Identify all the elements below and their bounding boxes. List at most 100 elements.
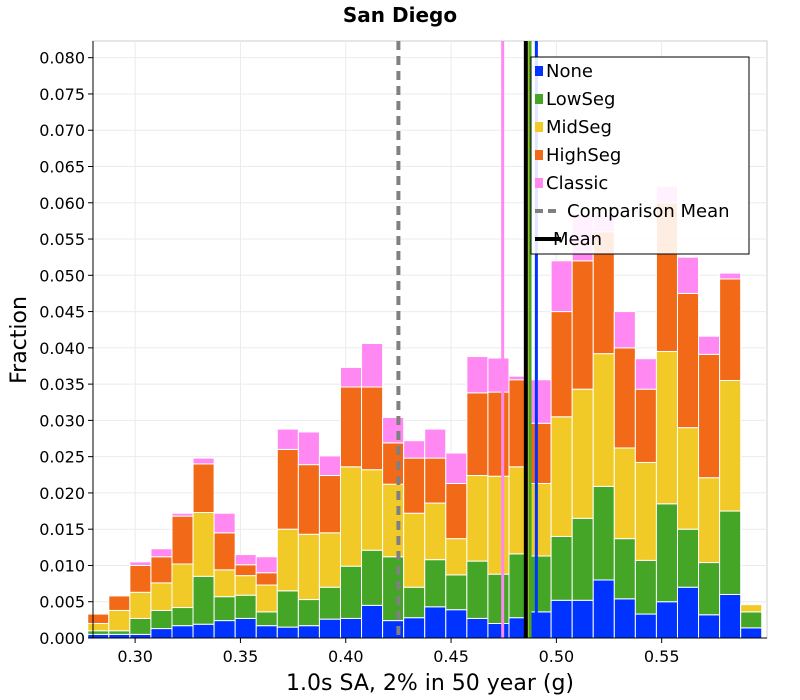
bar-midseg — [361, 469, 384, 551]
bar-midseg — [255, 584, 278, 613]
bar-midseg — [571, 388, 594, 519]
y-tick-label: 0.010 — [39, 556, 85, 575]
bar-none — [592, 579, 615, 639]
bar-midseg — [150, 582, 173, 611]
bar-none — [740, 627, 763, 639]
x-tick-label: 0.35 — [223, 647, 259, 666]
bar-classic — [487, 357, 510, 393]
bar-midseg — [276, 528, 299, 592]
bar-none — [445, 609, 468, 639]
legend-label-midseg: MidSeg — [546, 117, 612, 138]
bar-none — [150, 628, 173, 639]
bar-lowseg — [634, 559, 657, 615]
bar-none — [192, 623, 215, 639]
bar-midseg — [634, 461, 657, 561]
bar-classic — [192, 457, 215, 465]
bar-none — [129, 633, 152, 639]
bar-midseg — [487, 475, 510, 575]
bar-highseg — [171, 515, 194, 565]
bar-lowseg — [234, 594, 257, 619]
bar-none — [655, 601, 678, 639]
bar-classic — [382, 416, 405, 444]
chart-title: San Diego — [343, 3, 457, 27]
bar-midseg — [550, 416, 573, 537]
bar-classic — [719, 272, 742, 280]
y-tick-label: 0.000 — [39, 629, 85, 648]
y-tick-label: 0.065 — [39, 157, 85, 176]
y-tick-label: 0.055 — [39, 230, 85, 249]
bar-midseg — [87, 622, 110, 632]
bar-none — [613, 598, 636, 639]
bar-classic — [634, 358, 657, 390]
legend-swatch-classic — [535, 178, 543, 188]
bar-highseg — [276, 448, 299, 530]
bar-midseg — [213, 569, 236, 598]
bar-midseg — [466, 475, 489, 562]
bar-highseg — [129, 564, 152, 593]
x-axis-title: 1.0s SA, 2% in 50 year (g) — [286, 671, 574, 696]
bar-none — [634, 613, 657, 639]
bar-classic — [318, 455, 341, 477]
bar-highseg — [403, 457, 426, 514]
bar-classic — [255, 556, 278, 574]
bar-highseg — [255, 572, 278, 586]
bar-lowseg — [487, 573, 510, 624]
y-tick-label: 0.075 — [39, 85, 85, 104]
legend: None LowSeg MidSeg HighSeg Classic Comparison… — [530, 56, 750, 255]
bar-lowseg — [403, 586, 426, 619]
bar-classic — [339, 366, 363, 388]
x-tick-label: 0.45 — [433, 647, 469, 666]
bar-lowseg — [719, 510, 742, 595]
bar-highseg — [529, 422, 552, 484]
bar-none — [213, 620, 236, 639]
bar-none — [255, 625, 278, 639]
legend-label-highseg: HighSeg — [546, 145, 621, 166]
bar-highseg — [676, 292, 700, 429]
bar-classic — [171, 512, 194, 517]
bar-highseg — [297, 464, 320, 535]
bar-none — [171, 625, 194, 639]
bar-midseg — [318, 532, 341, 588]
bar-none — [318, 618, 341, 639]
y-tick-label: 0.060 — [39, 194, 85, 213]
bar-none — [403, 617, 426, 639]
y-tick-label: 0.020 — [39, 484, 85, 503]
bar-highseg — [192, 463, 215, 514]
bar-midseg — [129, 591, 152, 619]
bar-lowseg — [676, 528, 700, 588]
bar-classic — [297, 431, 320, 466]
bar-lowseg — [129, 617, 152, 635]
bar-lowseg — [655, 503, 678, 603]
y-tick-label: 0.045 — [39, 303, 85, 322]
x-tick-label: 0.50 — [539, 647, 575, 666]
bar-classic — [129, 561, 152, 566]
bar-classic — [529, 379, 552, 424]
bar-none — [571, 599, 594, 639]
bar-none — [108, 633, 131, 639]
bar-lowseg — [171, 607, 194, 627]
bar-lowseg — [339, 565, 363, 619]
y-tick-label: 0.015 — [39, 520, 85, 539]
bar-none — [234, 617, 257, 639]
bar-highseg — [487, 391, 510, 477]
bar-none — [698, 614, 721, 639]
bar-lowseg — [550, 535, 573, 601]
bar-lowseg — [297, 599, 320, 627]
bar-highseg — [424, 457, 447, 504]
bar-none — [676, 586, 700, 639]
bar-none — [529, 611, 552, 639]
legend-label-comparison-mean: Comparison Mean — [567, 201, 730, 222]
bar-classic — [424, 428, 447, 459]
bar-lowseg — [255, 611, 278, 627]
legend-swatch-lowseg — [535, 94, 543, 104]
bar-classic — [150, 548, 173, 558]
bar-highseg — [213, 532, 236, 571]
bar-midseg — [613, 447, 636, 540]
bar-highseg — [318, 475, 341, 534]
bar-none — [382, 620, 405, 639]
bar-midseg — [171, 563, 194, 609]
bar-none — [87, 633, 110, 639]
bar-classic — [403, 440, 426, 459]
legend-label-classic: Classic — [546, 173, 608, 194]
